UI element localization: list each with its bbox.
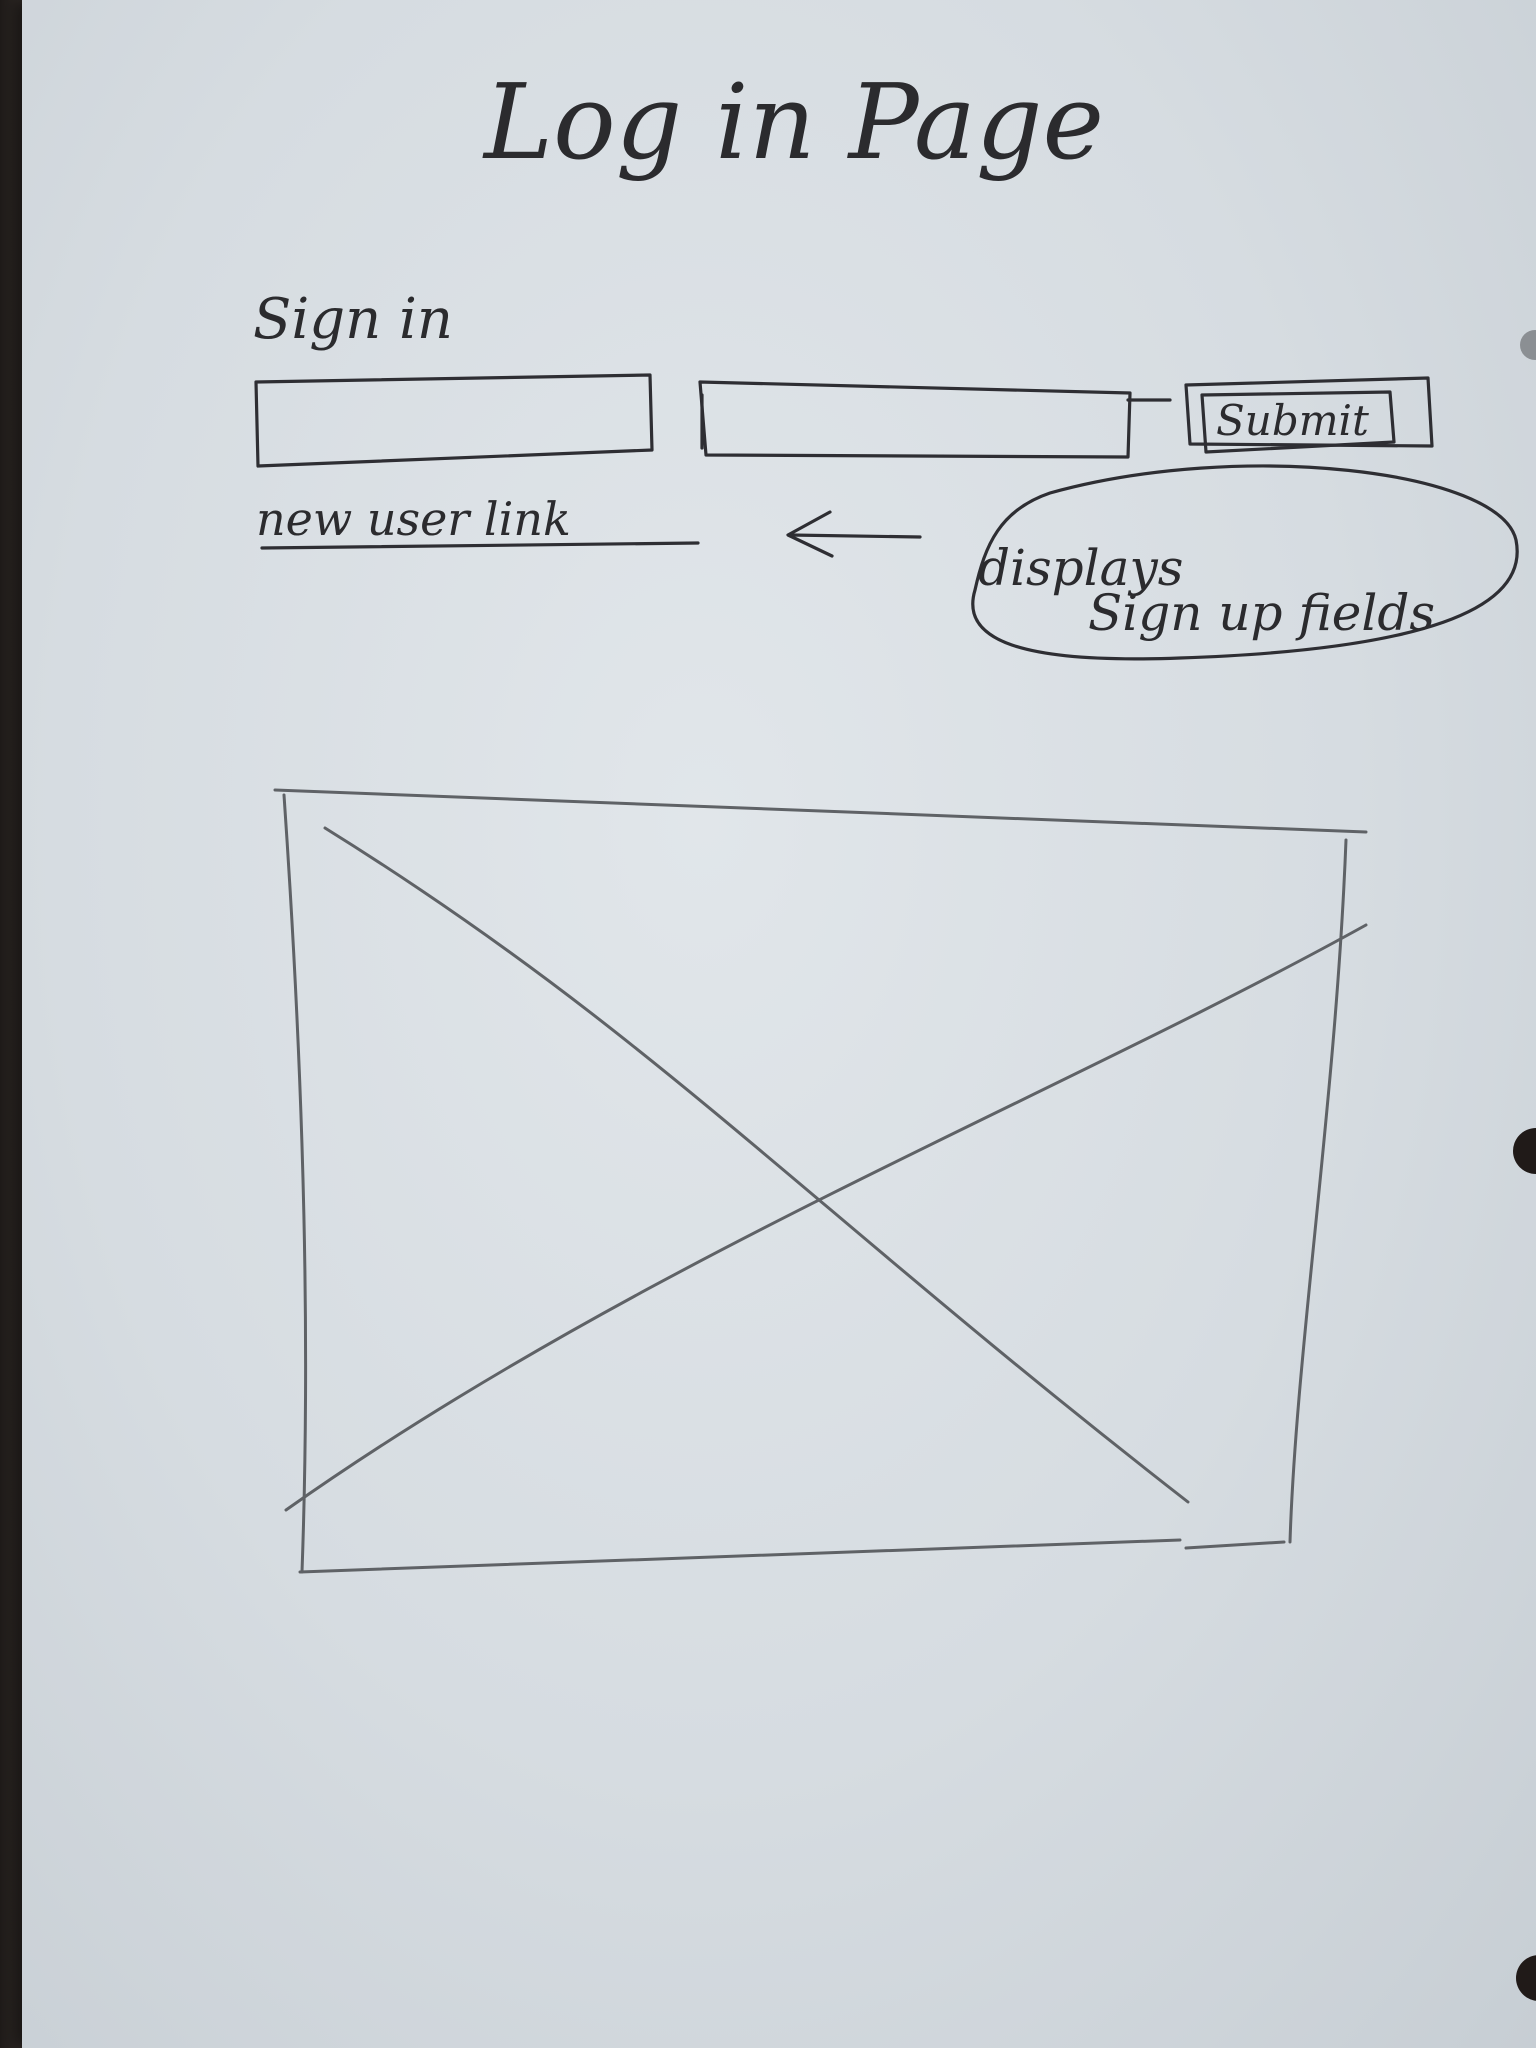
- sketch-paper: [22, 0, 1536, 2048]
- submit-button[interactable]: Submit: [1184, 376, 1434, 454]
- arrow-left-icon: [786, 510, 922, 558]
- signin-heading: Sign in: [253, 287, 453, 352]
- image-placeholder-icon: [273, 788, 1368, 1574]
- punch-hole: [1516, 1955, 1536, 2001]
- punch-hole: [1520, 330, 1536, 360]
- username-field[interactable]: [254, 373, 654, 468]
- new-user-link-label: new user link: [256, 492, 571, 546]
- password-field[interactable]: [698, 380, 1172, 459]
- punch-hole: [1513, 1128, 1536, 1174]
- annotation-bubble: displays Sign up fields: [971, 464, 1519, 661]
- annotation-line2: Sign up fields: [1088, 584, 1435, 642]
- new-user-link[interactable]: new user link: [256, 492, 700, 550]
- page-title: Log in Page: [482, 61, 1104, 183]
- annotation-line1: displays: [978, 539, 1183, 597]
- submit-button-label: Submit: [1216, 396, 1369, 445]
